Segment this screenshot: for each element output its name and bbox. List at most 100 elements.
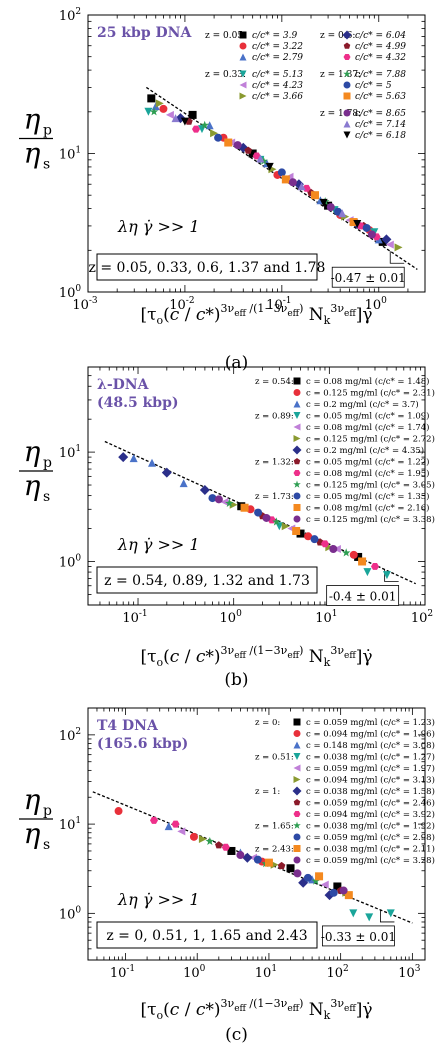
x-tick-label: 100 bbox=[365, 296, 388, 313]
y-tick-base: 10 bbox=[59, 729, 76, 744]
data-point bbox=[179, 479, 188, 488]
y-tick-base: 10 bbox=[59, 9, 76, 24]
legend-marker bbox=[293, 845, 301, 852]
data-point bbox=[262, 513, 271, 522]
data-point bbox=[224, 138, 233, 147]
data-point bbox=[362, 223, 371, 232]
regime-label: λη γ̇ >> 1 bbox=[117, 217, 200, 236]
legend-label: c = 0.08 mg/ml (c/c* = 1.95) bbox=[306, 468, 429, 479]
legend-marker bbox=[239, 70, 247, 78]
y-tick-label: 101 bbox=[59, 816, 81, 833]
x-axis-label-part: 3ν bbox=[221, 302, 235, 315]
x-axis-label-part: *) bbox=[205, 305, 220, 325]
slope-triangle bbox=[389, 251, 405, 264]
data-point bbox=[344, 891, 353, 900]
x-tick-exponent: 2 bbox=[427, 609, 433, 619]
data-point bbox=[281, 522, 290, 531]
legend-label: c = 0.2 mg/ml (c/c* = 4.35) bbox=[306, 445, 424, 456]
x-axis-label-part: k bbox=[324, 314, 331, 327]
data-point bbox=[225, 498, 234, 507]
y-tick-base: 10 bbox=[59, 907, 76, 922]
data-point bbox=[227, 846, 236, 855]
ylabel-bottom: η bbox=[24, 817, 41, 850]
legend-marker bbox=[293, 856, 301, 864]
z-box-label: z = 0.54, 0.89, 1.32 and 1.73 bbox=[104, 573, 310, 589]
legend-label: c/c* = 7.88 bbox=[355, 70, 406, 80]
y-tick-exponent: 0 bbox=[75, 905, 81, 915]
x-tick-base: 10 bbox=[72, 298, 89, 313]
ylabel-bottom: η bbox=[24, 469, 41, 502]
legend-z-label: z = 0.05: bbox=[205, 31, 246, 41]
x-axis-label-part: c bbox=[196, 1000, 206, 1020]
data-point bbox=[334, 207, 343, 216]
data-point bbox=[199, 485, 210, 496]
y-tick-label: 100 bbox=[59, 905, 82, 922]
data-point bbox=[363, 568, 372, 577]
x-axis-label-part: N bbox=[303, 1000, 323, 1020]
y-tick-base: 10 bbox=[59, 818, 76, 833]
x-axis-label-part: ( bbox=[163, 305, 170, 325]
x-axis-label-part: c bbox=[196, 305, 206, 325]
data-point bbox=[333, 882, 342, 891]
legend-label: c = 0.05 mg/ml (c/c* = 1.22) bbox=[306, 457, 429, 468]
x-tick-base: 10 bbox=[315, 611, 332, 626]
ylabel-bottom-sub: s bbox=[43, 837, 50, 853]
data-point bbox=[304, 532, 313, 541]
legend-label: c/c* = 2.79 bbox=[252, 53, 303, 63]
legend-marker bbox=[343, 120, 351, 128]
data-point bbox=[205, 121, 214, 130]
data-point bbox=[264, 858, 273, 867]
legend-label: c = 0.094 mg/ml (c/c* = 3.92) bbox=[306, 809, 435, 820]
fit-line bbox=[145, 86, 418, 270]
x-tick-exponent: 0 bbox=[236, 609, 242, 619]
x-tick-label: 101 bbox=[315, 609, 337, 626]
data-point bbox=[220, 497, 229, 506]
x-tick-base: 10 bbox=[365, 298, 382, 313]
data-point bbox=[254, 508, 263, 517]
panel-caption: (a) bbox=[225, 353, 248, 373]
data-point bbox=[386, 909, 395, 918]
x-axis-label-part: [τ bbox=[140, 1000, 156, 1020]
ylabel-bottom-sub: s bbox=[43, 157, 50, 173]
data-point bbox=[339, 886, 348, 895]
y-tick-label: 101 bbox=[59, 444, 81, 461]
x-axis-label-part: / bbox=[179, 305, 196, 325]
ylabel-top-sub: p bbox=[43, 123, 52, 139]
data-point bbox=[378, 237, 387, 246]
ylabel-top: η bbox=[24, 103, 41, 136]
legend-label: c = 0.125 mg/ml (c/c* = 3.05) bbox=[306, 480, 435, 491]
chart-subtitle: (48.5 kbp) bbox=[97, 395, 179, 411]
legend-marker bbox=[343, 42, 351, 49]
z-box bbox=[96, 566, 318, 594]
legend-label: c/c* = 8.65 bbox=[355, 109, 406, 119]
x-tick-label: 103 bbox=[398, 964, 421, 981]
data-point bbox=[265, 162, 274, 171]
data-point bbox=[288, 178, 297, 187]
x-axis-label-part: [τ bbox=[140, 305, 156, 325]
data-point bbox=[248, 149, 257, 158]
legend-marker bbox=[239, 81, 247, 89]
x-axis-label-part: ( bbox=[163, 1000, 170, 1020]
x-axis-label-part: ) bbox=[299, 997, 303, 1010]
data-point bbox=[329, 888, 338, 897]
x-axis-label-part: o bbox=[157, 1009, 164, 1022]
data-point bbox=[310, 535, 319, 544]
legend-label: c = 0.05 mg/ml (c/c* = 1.35) bbox=[306, 491, 429, 502]
legend-marker bbox=[293, 412, 301, 419]
legend-z-label: z = 0.89: bbox=[255, 412, 294, 422]
x-axis-label-part: k bbox=[324, 1009, 331, 1022]
legend-marker bbox=[239, 53, 247, 61]
minor-ticks bbox=[87, 14, 426, 293]
x-axis-label: [τo(c / c*)3νeff /(1−3νeff) Nk3νeff]γ̇ bbox=[140, 644, 372, 669]
data-point bbox=[165, 110, 174, 119]
z-box-label: z = 0.05, 0.33, 0.6, 1.37 and 1.78 bbox=[89, 260, 326, 276]
x-axis-label-part: *) bbox=[205, 1000, 220, 1020]
legend-label: c/c* = 4.99 bbox=[355, 42, 406, 52]
x-tick-base: 10 bbox=[122, 611, 139, 626]
ylabel-bottom: η bbox=[24, 137, 41, 170]
data-point bbox=[349, 218, 358, 227]
legend-marker bbox=[293, 389, 301, 396]
x-tick-base: 10 bbox=[327, 966, 344, 981]
legend-marker bbox=[342, 30, 352, 40]
data-point bbox=[198, 835, 207, 844]
